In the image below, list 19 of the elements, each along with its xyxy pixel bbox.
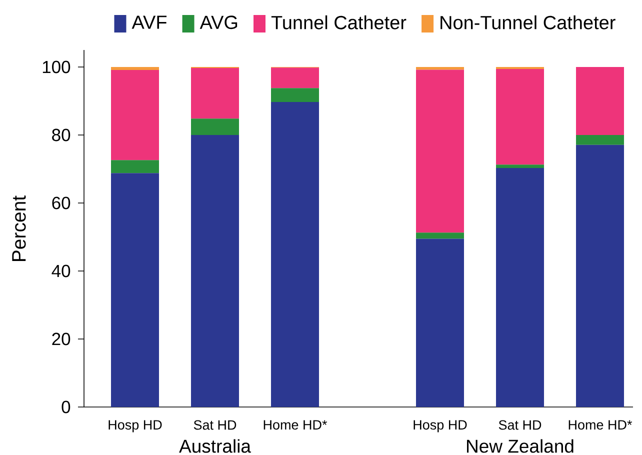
x-tick-label: Home HD*	[264, 420, 328, 430]
x-tick-label: Hosp HD	[108, 420, 162, 432]
x-tick-label: Hosp HD	[414, 420, 467, 432]
y-tick-label: 100	[42, 60, 70, 74]
y-tick-label: 80	[52, 128, 70, 142]
x-axis-title: Australia	[179, 439, 251, 453]
x-axis-title: New Zealand	[467, 439, 574, 453]
x-tick-label: Sat HD	[498, 420, 542, 430]
x-tick-label: Home HD*	[568, 420, 632, 430]
legend-label: AVF	[132, 16, 167, 29]
legend-label: Tunnel Catheter	[271, 15, 406, 30]
x-tick-label: Sat HD	[194, 420, 236, 430]
legend-label: AVG	[200, 16, 238, 30]
y-tick-label: 0	[62, 400, 70, 414]
y-axis-title: Percent	[12, 196, 26, 261]
y-tick-label: 60	[52, 196, 70, 210]
y-tick-label: 20	[52, 332, 70, 346]
legend-label: Non-Tunnel Catheter	[440, 15, 616, 30]
y-tick-label: 40	[52, 264, 70, 278]
